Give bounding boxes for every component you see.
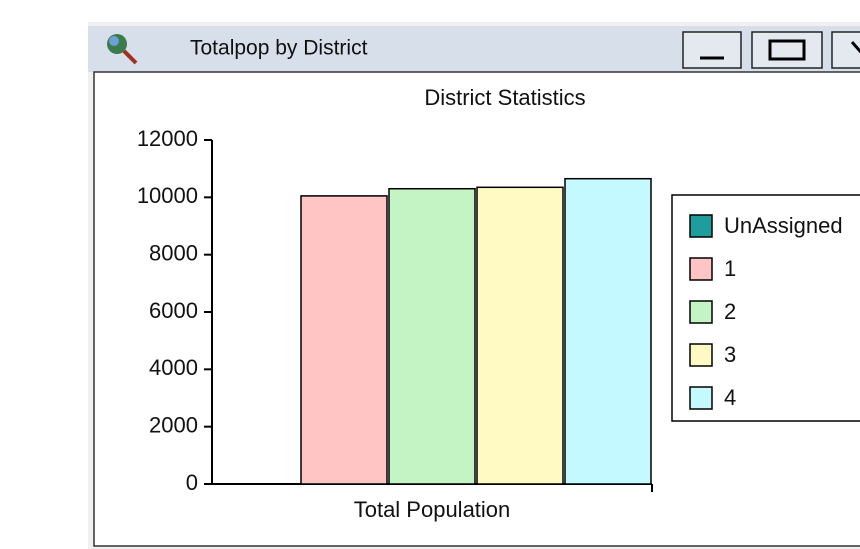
legend-swatch — [689, 300, 713, 324]
legend-label: 3 — [724, 342, 736, 367]
chart-title: District Statistics — [424, 85, 585, 110]
bar — [564, 177, 652, 485]
bar — [300, 195, 388, 485]
y-tick-label: 6000 — [149, 298, 198, 323]
x-axis-label: Total Population — [354, 497, 511, 522]
y-tick-label: 4000 — [149, 355, 198, 380]
legend-label: 2 — [724, 299, 736, 324]
y-tick-label: 2000 — [149, 412, 198, 437]
app-icon — [107, 34, 138, 65]
y-tick-label: 8000 — [149, 240, 198, 265]
legend-swatch — [689, 386, 713, 410]
legend-label: UnAssigned — [724, 213, 843, 238]
bar — [388, 187, 476, 485]
legend-label: 4 — [724, 385, 736, 410]
legend-label: 1 — [724, 256, 736, 281]
y-tick-label: 12000 — [137, 126, 198, 151]
minimize-button[interactable] — [682, 31, 742, 69]
legend-swatch — [689, 214, 713, 238]
bar — [476, 186, 564, 485]
legend-swatch — [689, 343, 713, 367]
y-tick-label: 10000 — [137, 183, 198, 208]
chart: District Statistics Total Population 0 20… — [137, 85, 860, 522]
y-tick-label: 0 — [186, 470, 198, 495]
close-button[interactable] — [831, 31, 860, 69]
maximize-button[interactable] — [751, 31, 823, 69]
legend-swatch — [689, 257, 713, 281]
window-title: Totalpop by District — [190, 37, 368, 60]
